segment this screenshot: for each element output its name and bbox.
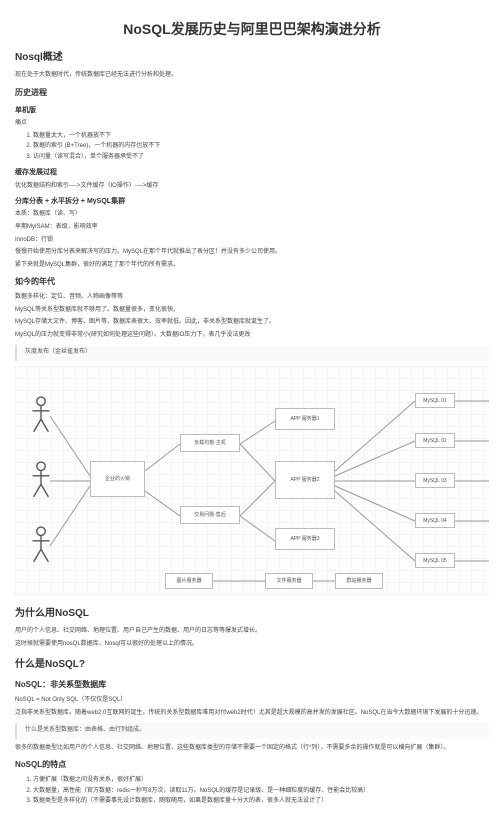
h4-single: 单机版: [15, 105, 489, 116]
h2-why: 为什么用NoSQL: [15, 606, 489, 622]
pain-label: 痛点: [15, 119, 489, 129]
h3-nonrel: NoSQL：非关系型数据库: [15, 679, 489, 692]
pain-item: 数据量太大，一个机器放不下: [33, 132, 489, 142]
now-paragraph: MySQL等关系型数据库就不够用了。数据量很多，变化很快。: [15, 306, 489, 316]
now-paragraph: MySQL的压力就变得非常小(研究如何处理这些问题）。大数据IO压力下，表几乎没…: [15, 331, 489, 341]
mysql-node: MySQL 03: [415, 473, 455, 488]
why-paragraph: 用户的个人信息、社交网络、地理位置、用户自己产生的数据、用户的日志等等爆发式增长…: [15, 627, 489, 637]
pain-list: 数据量太大，一个机器放不下 数据的索引 (B+Tree)，一个机器的内存也放不下…: [33, 132, 489, 163]
split-paragraph: 早期MyISAM：表级，影响效率: [15, 223, 489, 233]
bottom-node: 群站服务器: [335, 573, 383, 589]
app-node: APP 服务器1: [275, 408, 335, 430]
branch-node: 交易问题·售后: [180, 506, 240, 524]
h3-features: NoSQL的特点: [15, 759, 489, 772]
what-paragraph: 泛指非关系型数据库。随着web2.0互联网的诞生，传统的关系型数据库难用对付we…: [15, 709, 489, 719]
split-paragraph: 慢慢开始使用分库分表来解决写的压力。MySQL在那个年代就推出了表分区！并没有多…: [15, 248, 489, 258]
cache-paragraph: 优化数据结构和索引---->文件缓存（IO操作）---->缓存: [15, 182, 489, 192]
architecture-diagram: 企业的火锅 负载均衡·主机 交易问题·售后 APP 服务器1 APP 服务器2 …: [15, 366, 489, 596]
what-paragraph: 很多的数据类型比如用户的个人信息、社交网络、地理位置、这些数据库类型的存储不需要…: [15, 744, 489, 754]
pain-item: 访问量（读写混合），单个服务器承受不了: [33, 153, 489, 163]
mysql-node: MySQL 02: [415, 433, 455, 448]
mysql-node: MySQL 05: [415, 553, 455, 568]
h4-cache: 缓存发展过程: [15, 167, 489, 178]
h4-split: 分库分表 + 水平拆分 + MySQL集群: [15, 196, 489, 207]
center-node: 企业的火锅: [90, 461, 145, 497]
actor-icon: [30, 526, 52, 564]
split-paragraph: 本质：数据库（读、写）: [15, 210, 489, 220]
now-paragraph: MySQL存储大文件、博客、图片等，数据库表很大、效率就低。因此，非关系型数据库…: [15, 318, 489, 328]
features-list: 方便扩展（数据之间没有关系，很好扩展） 大数据量，高性能（官方数据：redis一…: [33, 776, 489, 807]
why-paragraph: 这时候就需要使用nosQL数据库，Nosql可以很好的处理以上的情况。: [15, 640, 489, 650]
gray-release-note: 灰度发布（金丝雀发布）: [15, 345, 489, 361]
feature-item: 大数据量，高性能（官方数据：redis一秒写8万次，读取11万。NoSQL的缓存…: [33, 787, 489, 797]
pain-item: 数据的索引 (B+Tree)，一个机器的内存也放不下: [33, 142, 489, 152]
actor-icon: [30, 396, 52, 434]
h3-history: 历史进程: [15, 87, 489, 100]
h3-now: 如今的年代: [15, 276, 489, 289]
bottom-node: 文件服务器: [265, 573, 313, 589]
feature-item: 方便扩展（数据之间没有关系，很好扩展）: [33, 776, 489, 786]
branch-node: 负载均衡·主机: [180, 434, 240, 452]
h2-overview: Nosql概述: [15, 50, 489, 66]
actor-icon: [30, 461, 52, 499]
relational-note: 什么是关系型数据库：由表格、由行列组成。: [15, 723, 489, 739]
intro-paragraph: 现在处于大数据时代，传统数据库已经无法进行分析和处理。: [15, 71, 489, 81]
page-title: NoSQL发展历史与阿里巴巴架构演进分析: [15, 18, 489, 40]
mysql-node: MySQL 04: [415, 513, 455, 528]
what-paragraph: NoSQL = Not Only SQL（不仅仅是SQL）: [15, 696, 489, 706]
app-node: APP 服务器3: [275, 528, 335, 550]
app-node: APP 服务器2: [275, 461, 335, 499]
bottom-node: 图片服务器: [165, 573, 213, 589]
mysql-node: MySQL 01: [415, 393, 455, 408]
feature-item: 数据类型是多样化的（不需要事先设计数据库，随取随用，如果是数据库量十分大的表，很…: [33, 797, 489, 807]
h2-what: 什么是NoSQL?: [15, 657, 489, 673]
now-paragraph: 数据多样化：定位、音频、人物画像等等: [15, 293, 489, 303]
split-paragraph: 紧下来就是MySQL集群，很好的满足了那个年代的所有需求。: [15, 261, 489, 271]
split-paragraph: InnoDB：行锁: [15, 236, 489, 246]
